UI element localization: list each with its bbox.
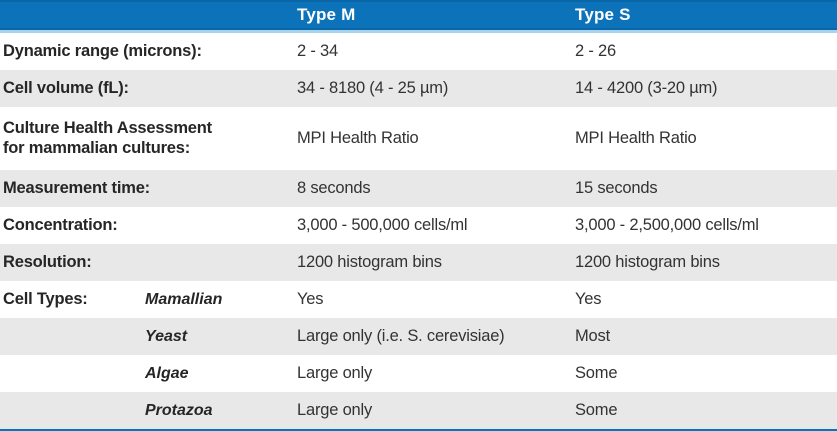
type-m-value: Large only (297, 364, 373, 382)
row-label: Measurement time: (3, 178, 150, 197)
table-row-measurement-time: Measurement time: 8 seconds 15 seconds (0, 170, 837, 207)
row-label-group: Cell Types: Mamallian (0, 281, 297, 318)
header-type-m: Type M (297, 5, 356, 24)
row-label-group: Yeast (0, 318, 297, 355)
header-type-s: Type S (575, 5, 631, 24)
type-m-value: 3,000 - 500,000 cells/ml (297, 216, 468, 234)
row-label-group: Algae (0, 355, 297, 392)
type-s-value: Some (575, 364, 618, 382)
type-m-value: MPI Health Ratio (297, 129, 419, 147)
type-s-value: 2 - 26 (575, 42, 616, 60)
type-m-value: Large only (i.e. S. cerevisiae) (297, 327, 505, 345)
row-label-group: Protazoa (0, 392, 297, 429)
row-label-group: Concentration: (0, 207, 297, 244)
bottom-accent-bar (0, 429, 837, 431)
row-sublabel: Protazoa (145, 401, 213, 419)
row-label: Cell Types: (3, 289, 88, 308)
table-body: Dynamic range (microns): 2 - 34 2 - 26 C… (0, 33, 837, 429)
table-row-cell-types-algae: Algae Large only Some (0, 355, 837, 392)
table-row-culture-health: Culture Health Assessment for mammalian … (0, 107, 837, 170)
table-row-resolution: Resolution: 1200 histogram bins 1200 his… (0, 244, 837, 281)
type-s-value: 3,000 - 2,500,000 cells/ml (575, 216, 759, 234)
row-label: Dynamic range (microns): (3, 41, 202, 60)
row-label: Resolution: (3, 252, 92, 271)
type-s-value: Some (575, 401, 618, 419)
row-sublabel: Mamallian (145, 290, 223, 308)
type-s-value: 14 - 4200 (3-20 µm) (575, 79, 718, 97)
table-row-cell-types-mamallian: Cell Types: Mamallian Yes Yes (0, 281, 837, 318)
table-row-cell-types-protazoa: Protazoa Large only Some (0, 392, 837, 429)
type-m-value: Large only (297, 401, 373, 419)
row-sublabel: Yeast (145, 327, 188, 345)
row-label-group: Resolution: (0, 244, 297, 281)
type-m-value: 8 seconds (297, 179, 371, 197)
type-s-value: 1200 histogram bins (575, 253, 720, 271)
type-s-value: MPI Health Ratio (575, 129, 697, 147)
table-row-cell-volume: Cell volume (fL): 34 - 8180 (4 - 25 µm) … (0, 70, 837, 107)
table-row-cell-types-yeast: Yeast Large only (i.e. S. cerevisiae) Mo… (0, 318, 837, 355)
row-label-group: Dynamic range (microns): (0, 33, 297, 70)
type-m-value: Yes (297, 290, 324, 308)
row-label-group: Measurement time: (0, 170, 297, 207)
row-label-group: Culture Health Assessment for mammalian … (0, 107, 297, 170)
table-header: Type M Type S (0, 0, 837, 30)
header-underline (0, 30, 837, 33)
type-m-value: 34 - 8180 (4 - 25 µm) (297, 79, 449, 97)
type-m-value: 2 - 34 (297, 42, 338, 60)
type-m-value: 1200 histogram bins (297, 253, 442, 271)
type-s-value: Yes (575, 290, 602, 308)
row-label: Cell volume (fL): (3, 78, 129, 97)
type-s-value: 15 seconds (575, 179, 658, 197)
row-label: Culture Health Assessment for mammalian … (3, 119, 212, 157)
row-label-group: Cell volume (fL): (0, 70, 297, 107)
table-row-dynamic-range: Dynamic range (microns): 2 - 34 2 - 26 (0, 33, 837, 70)
row-label: Concentration: (3, 215, 118, 234)
type-s-value: Most (575, 327, 610, 345)
table-row-concentration: Concentration: 3,000 - 500,000 cells/ml … (0, 207, 837, 244)
row-sublabel: Algae (145, 364, 189, 382)
